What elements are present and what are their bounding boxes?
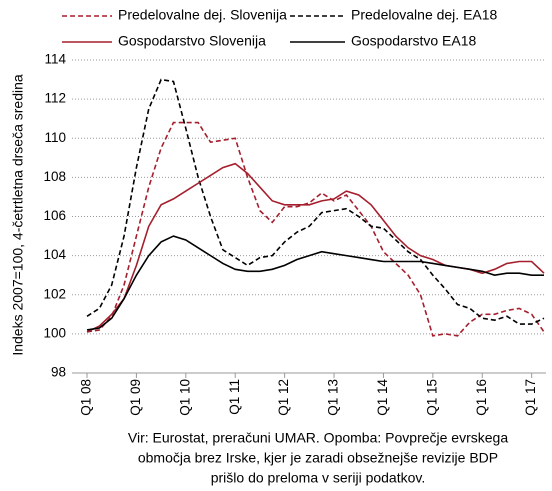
note: Vir: Eurostat, preračuni UMAR. Opomba: P…	[128, 430, 508, 446]
x-tick-label: Q1 13	[326, 379, 341, 416]
x-tick-label: Q1 12	[276, 379, 291, 416]
series-line	[86, 121, 545, 337]
legend-label: Predelovalne dej. Slovenija	[118, 7, 287, 23]
legend-label: Predelovalne dej. EA18	[351, 7, 498, 23]
y-axis-label: Indeks 2007=100, 4-četrtletna drseča sre…	[10, 74, 26, 356]
y-tick-label: 112	[44, 91, 66, 106]
y-tick-label: 106	[43, 208, 66, 223]
x-tick-label: Q1 16	[474, 379, 489, 416]
note: območja brez Irske, kjer je zaradi obsež…	[138, 450, 498, 466]
series-line	[86, 235, 544, 331]
y-tick-label: 102	[43, 286, 66, 301]
y-tick-label: 98	[51, 365, 66, 380]
y-tick-label: 108	[43, 169, 66, 184]
series-line	[86, 78, 545, 325]
legend-label: Gospodarstvo EA18	[351, 33, 477, 49]
x-tick-label: Q1 17	[523, 379, 538, 416]
y-tick-label: 114	[44, 52, 66, 67]
x-tick-label: Q1 15	[424, 379, 439, 416]
y-tick-label: 104	[43, 247, 66, 262]
y-tick-label: 110	[44, 130, 66, 145]
x-tick-label: Q1 10	[177, 379, 192, 416]
legend-label: Gospodarstvo Slovenija	[118, 33, 266, 49]
x-tick-label: Q1 09	[128, 379, 143, 416]
x-tick-label: Q1 14	[375, 379, 390, 416]
x-tick-label: Q1 11	[227, 379, 242, 415]
note: prišlo do preloma v seriji podatkov.	[211, 470, 426, 486]
y-tick-label: 100	[43, 325, 66, 340]
x-tick-label: Q1 08	[79, 379, 94, 416]
